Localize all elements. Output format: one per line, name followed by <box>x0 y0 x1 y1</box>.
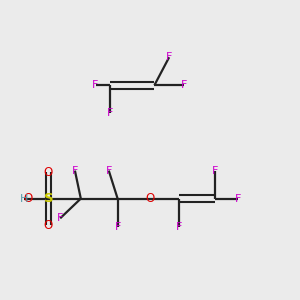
Text: O: O <box>44 219 53 232</box>
Text: F: F <box>57 213 63 223</box>
Text: O: O <box>23 192 32 205</box>
Text: S: S <box>44 192 53 205</box>
Text: F: F <box>212 166 218 176</box>
Text: O: O <box>44 166 53 178</box>
Text: F: F <box>181 80 187 90</box>
Text: F: F <box>106 166 112 176</box>
Text: F: F <box>235 194 242 204</box>
Text: F: F <box>72 166 78 176</box>
Text: F: F <box>92 80 99 90</box>
Text: F: F <box>166 52 172 62</box>
Text: O: O <box>146 192 154 205</box>
Text: F: F <box>176 222 183 232</box>
Text: H: H <box>20 194 28 204</box>
Text: F: F <box>114 222 121 232</box>
Text: F: F <box>107 108 113 118</box>
